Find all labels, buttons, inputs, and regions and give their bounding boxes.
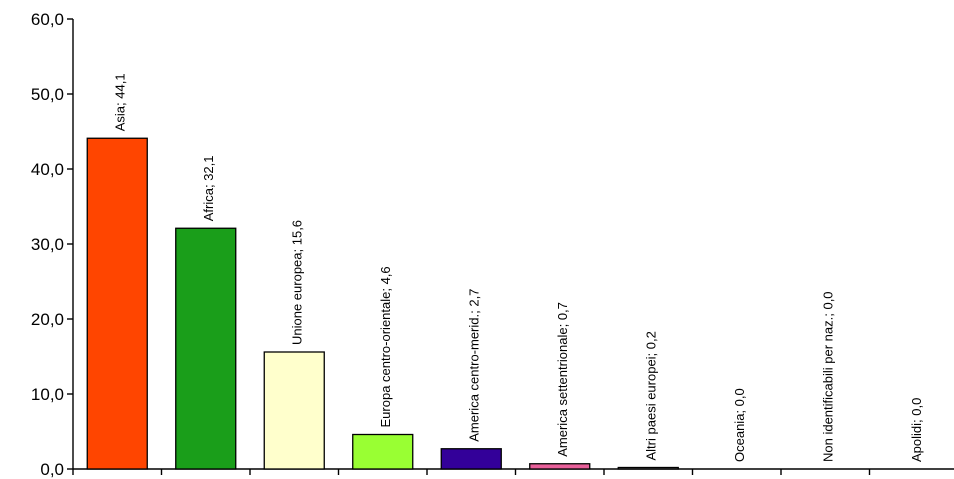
data-label-10: Apolidi; 0,0 <box>909 398 924 462</box>
data-labels: Asia; 44,1 Africa; 32,1 Unione europea; 15… <box>112 73 924 462</box>
data-label-4: Europa centro-orientale; 4,6 <box>378 266 393 427</box>
y-tick-label: 20,0 <box>31 310 64 329</box>
data-label-2: Africa; 32,1 <box>201 155 216 221</box>
y-tick-label: 50,0 <box>31 85 64 104</box>
bars <box>86 137 679 470</box>
data-label-5: America centro-merid.; 2,7 <box>466 289 481 442</box>
bar-5 <box>440 448 502 470</box>
data-label-8: Oceania; 0,0 <box>732 388 747 462</box>
y-tick-label: 0,0 <box>40 460 64 479</box>
data-label-6: America settentrionale; 0,7 <box>555 302 570 457</box>
bar-6 <box>529 463 591 470</box>
axes: 0,0 10,0 20,0 30,0 40,0 50,0 60,0 <box>31 10 954 479</box>
y-tick-label: 10,0 <box>31 385 64 404</box>
bar-7 <box>617 466 679 470</box>
bar-2 <box>175 227 237 470</box>
data-label-7: Altri paesi europei; 0,2 <box>643 331 658 460</box>
data-label-9: Non identificabili per naz.; 0,0 <box>820 291 835 462</box>
y-tick-label: 60,0 <box>31 10 64 29</box>
data-label-1: Asia; 44,1 <box>112 73 127 131</box>
y-tick-label: 40,0 <box>31 160 64 179</box>
bar-1 <box>86 137 148 470</box>
y-tick-label: 30,0 <box>31 235 64 254</box>
bar-4 <box>352 433 414 470</box>
bar-3 <box>263 351 325 470</box>
data-label-3: Unione europea; 15,6 <box>289 220 304 345</box>
